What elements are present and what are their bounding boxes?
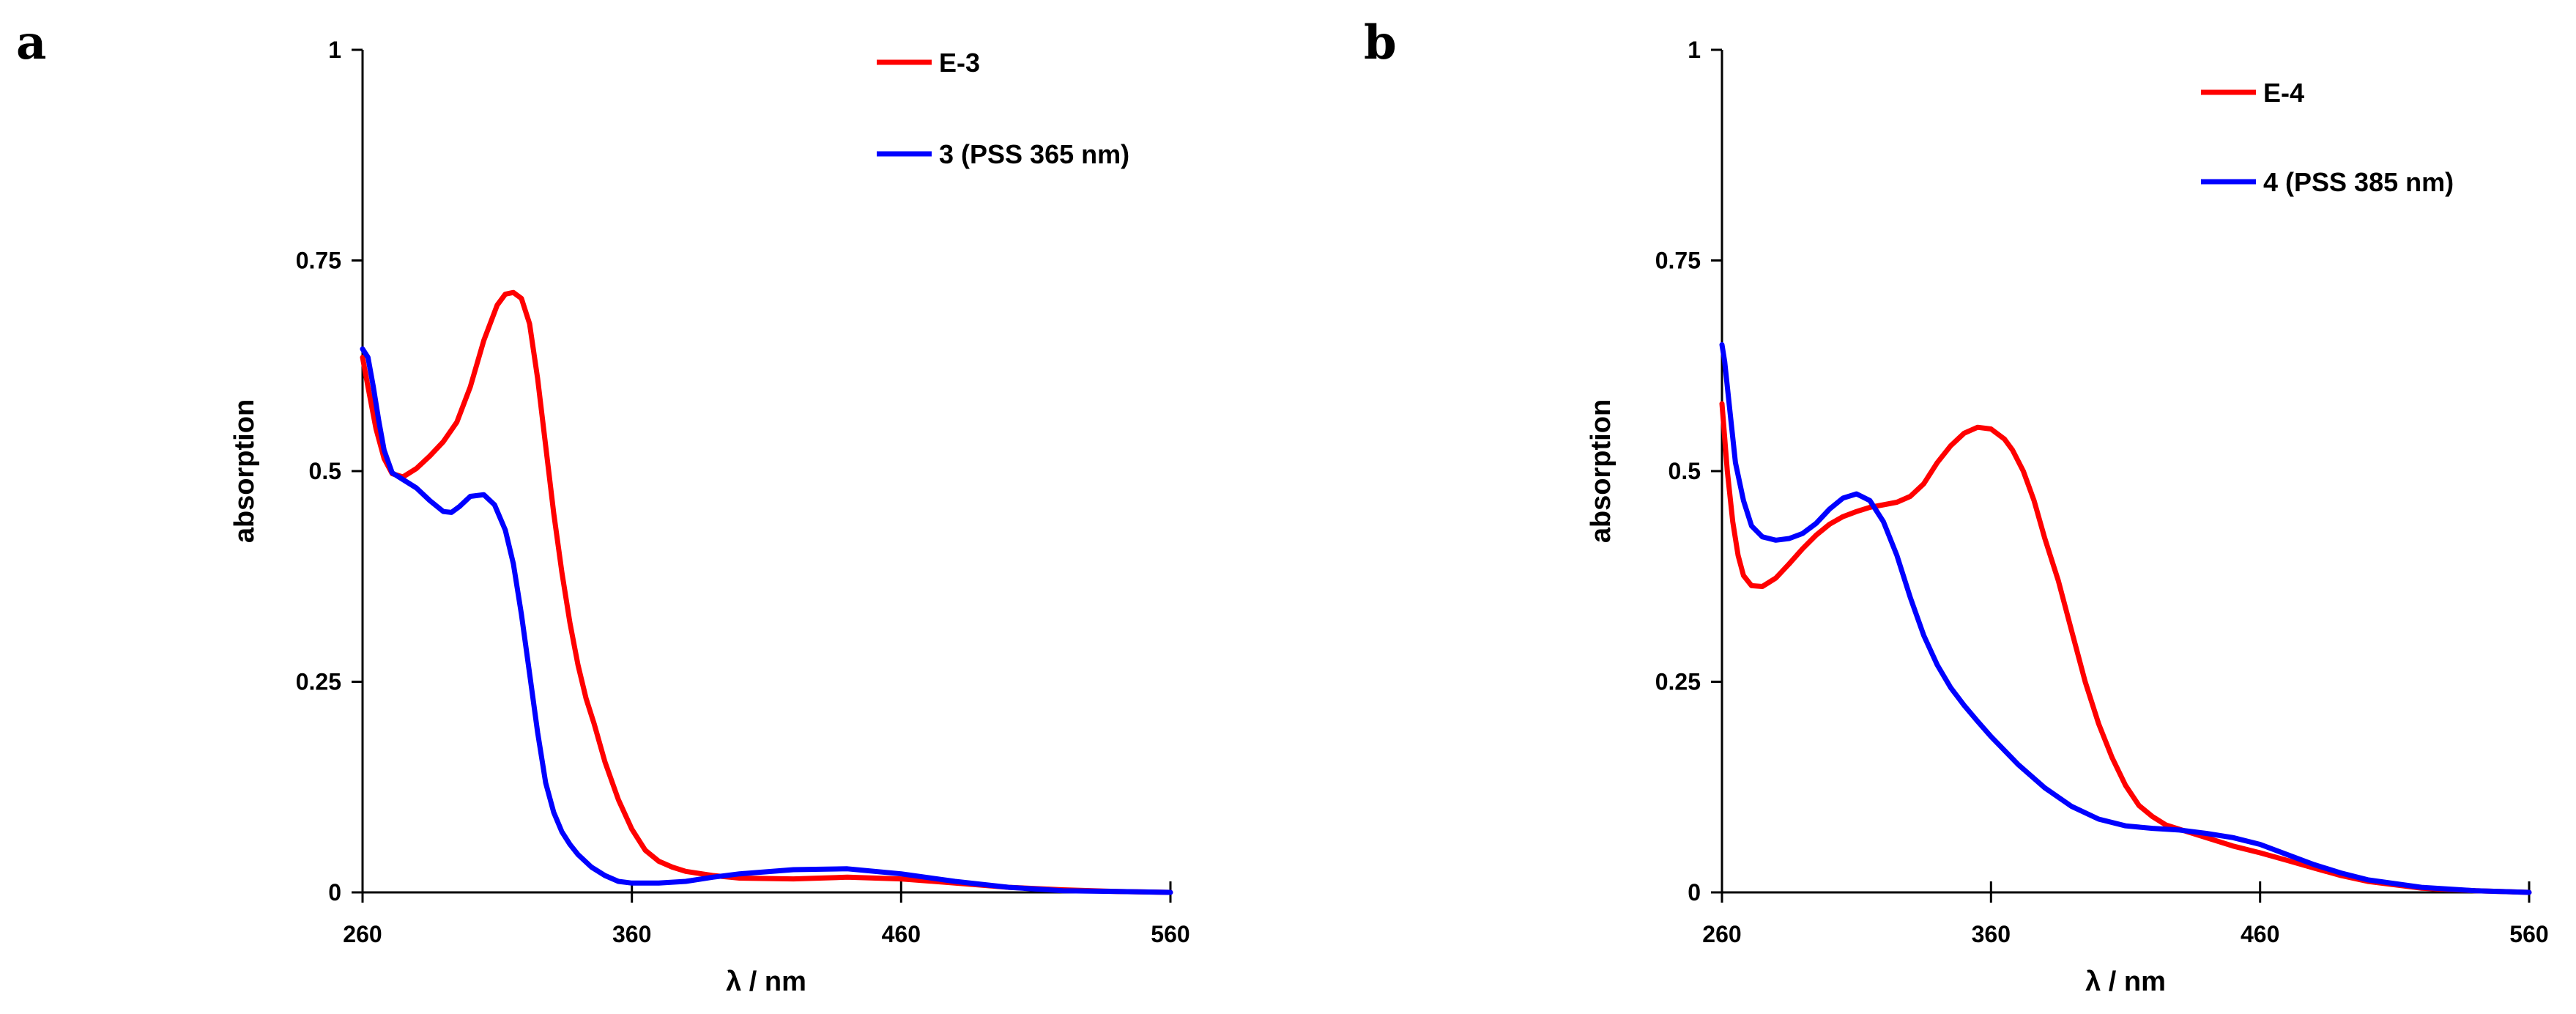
y-tick-label: 0.75 (296, 248, 341, 274)
series-line-4-pss (1719, 342, 2532, 895)
legend-label-4-pss: 4 (PSS 385 nm) (2263, 167, 2454, 197)
y-ticks-a: 0 0.25 0.5 0.75 1 (296, 37, 363, 906)
y-tick-label: 1 (328, 37, 341, 63)
plot-area-a (360, 289, 1173, 895)
chart-panel-b: b 0 0.25 0.5 0.75 1 260 360 460 560 λ / … (1364, 15, 2549, 997)
series-line-e3 (360, 289, 1173, 895)
legend-b: E-4 4 (PSS 385 nm) (2201, 78, 2454, 197)
plot-area-b (1719, 342, 2532, 895)
x-axis-title-a: λ / nm (726, 966, 806, 997)
x-tick-label: 260 (1702, 921, 1741, 947)
chart-panel-a: a 0 0.25 0.5 0.75 1 260 360 460 560 λ / … (16, 15, 1190, 997)
x-tick-label: 360 (1972, 921, 2011, 947)
x-ticks-a: 260 360 460 560 (343, 881, 1190, 947)
y-axis-title-a: absorption (229, 399, 260, 543)
y-tick-label: 0.25 (1655, 669, 1701, 695)
x-tick-label: 260 (343, 921, 382, 947)
series-line-3-pss (360, 346, 1173, 895)
panel-label-a: a (16, 15, 46, 70)
y-tick-label: 0.75 (1655, 248, 1701, 274)
y-tick-label: 0.25 (296, 669, 341, 695)
x-tick-label: 460 (2241, 921, 2279, 947)
y-ticks-b: 0 0.25 0.5 0.75 1 (1655, 37, 1722, 906)
x-tick-label: 560 (2509, 921, 2548, 947)
y-axis-title-b: absorption (1586, 399, 1617, 543)
x-ticks-b: 260 360 460 560 (1702, 881, 2549, 947)
y-tick-label: 0.5 (1669, 458, 1701, 484)
y-tick-label: 0 (1688, 879, 1701, 906)
panel-label-b: b (1364, 15, 1397, 70)
legend-a: E-3 3 (PSS 365 nm) (877, 48, 1129, 169)
legend-label-3-pss: 3 (PSS 365 nm) (939, 139, 1129, 169)
x-axis-title-b: λ / nm (2085, 966, 2166, 997)
x-tick-label: 360 (612, 921, 651, 947)
x-tick-label: 560 (1151, 921, 1189, 947)
x-tick-label: 460 (882, 921, 921, 947)
legend-label-e4: E-4 (2263, 78, 2304, 108)
legend-label-e3: E-3 (939, 48, 980, 78)
y-tick-label: 0 (328, 879, 341, 906)
series-line-e4 (1719, 401, 2532, 895)
y-tick-label: 1 (1688, 37, 1701, 63)
y-tick-label: 0.5 (309, 458, 341, 484)
